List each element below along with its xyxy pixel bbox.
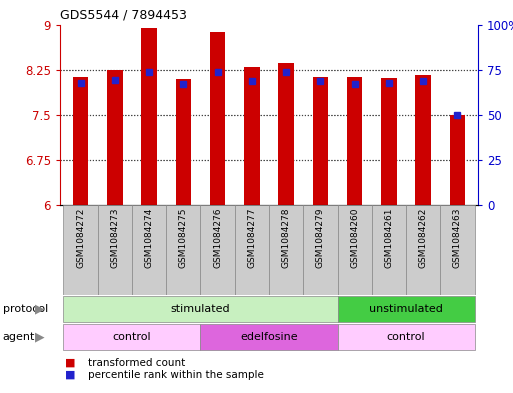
Text: GSM1084277: GSM1084277 — [247, 208, 256, 268]
Bar — [338, 296, 475, 321]
Bar — [244, 67, 260, 205]
Text: GDS5544 / 7894453: GDS5544 / 7894453 — [60, 8, 187, 21]
Bar — [73, 77, 88, 205]
Text: GSM1084279: GSM1084279 — [316, 208, 325, 268]
Text: GSM1084261: GSM1084261 — [384, 208, 393, 268]
Bar — [235, 205, 269, 295]
Text: ▶: ▶ — [35, 331, 44, 343]
Bar — [166, 205, 201, 295]
Text: GSM1084275: GSM1084275 — [179, 208, 188, 268]
Text: unstimulated: unstimulated — [369, 304, 443, 314]
Text: stimulated: stimulated — [171, 304, 230, 314]
Text: GSM1084262: GSM1084262 — [419, 208, 428, 268]
Text: GSM1084278: GSM1084278 — [282, 208, 291, 268]
Bar — [313, 77, 328, 205]
Bar — [338, 205, 372, 295]
Bar — [132, 205, 166, 295]
Text: GSM1084260: GSM1084260 — [350, 208, 359, 268]
Bar — [347, 77, 362, 205]
Bar — [269, 205, 303, 295]
Text: control: control — [113, 332, 151, 342]
Text: GSM1084272: GSM1084272 — [76, 208, 85, 268]
Bar — [64, 296, 338, 321]
Text: GSM1084276: GSM1084276 — [213, 208, 222, 268]
Text: edelfosine: edelfosine — [240, 332, 298, 342]
Text: transformed count: transformed count — [88, 358, 186, 368]
Bar — [303, 205, 338, 295]
Text: control: control — [387, 332, 425, 342]
Bar — [406, 205, 440, 295]
Bar — [416, 75, 431, 205]
Text: ■: ■ — [65, 370, 75, 380]
Bar — [338, 324, 475, 350]
Bar — [381, 78, 397, 205]
Text: protocol: protocol — [3, 304, 48, 314]
Bar — [64, 324, 201, 350]
Bar — [64, 205, 97, 295]
Text: agent: agent — [3, 332, 35, 342]
Text: ▶: ▶ — [35, 303, 44, 316]
Bar — [279, 63, 294, 205]
Text: ■: ■ — [65, 358, 75, 368]
Bar — [142, 28, 157, 205]
Bar — [440, 205, 475, 295]
Bar — [97, 205, 132, 295]
Text: GSM1084274: GSM1084274 — [145, 208, 153, 268]
Text: GSM1084273: GSM1084273 — [110, 208, 120, 268]
Bar — [107, 70, 123, 205]
Bar — [201, 324, 338, 350]
Bar — [210, 32, 225, 205]
Bar — [450, 115, 465, 205]
Bar — [201, 205, 235, 295]
Bar — [372, 205, 406, 295]
Bar — [175, 79, 191, 205]
Text: percentile rank within the sample: percentile rank within the sample — [88, 370, 264, 380]
Text: GSM1084263: GSM1084263 — [453, 208, 462, 268]
